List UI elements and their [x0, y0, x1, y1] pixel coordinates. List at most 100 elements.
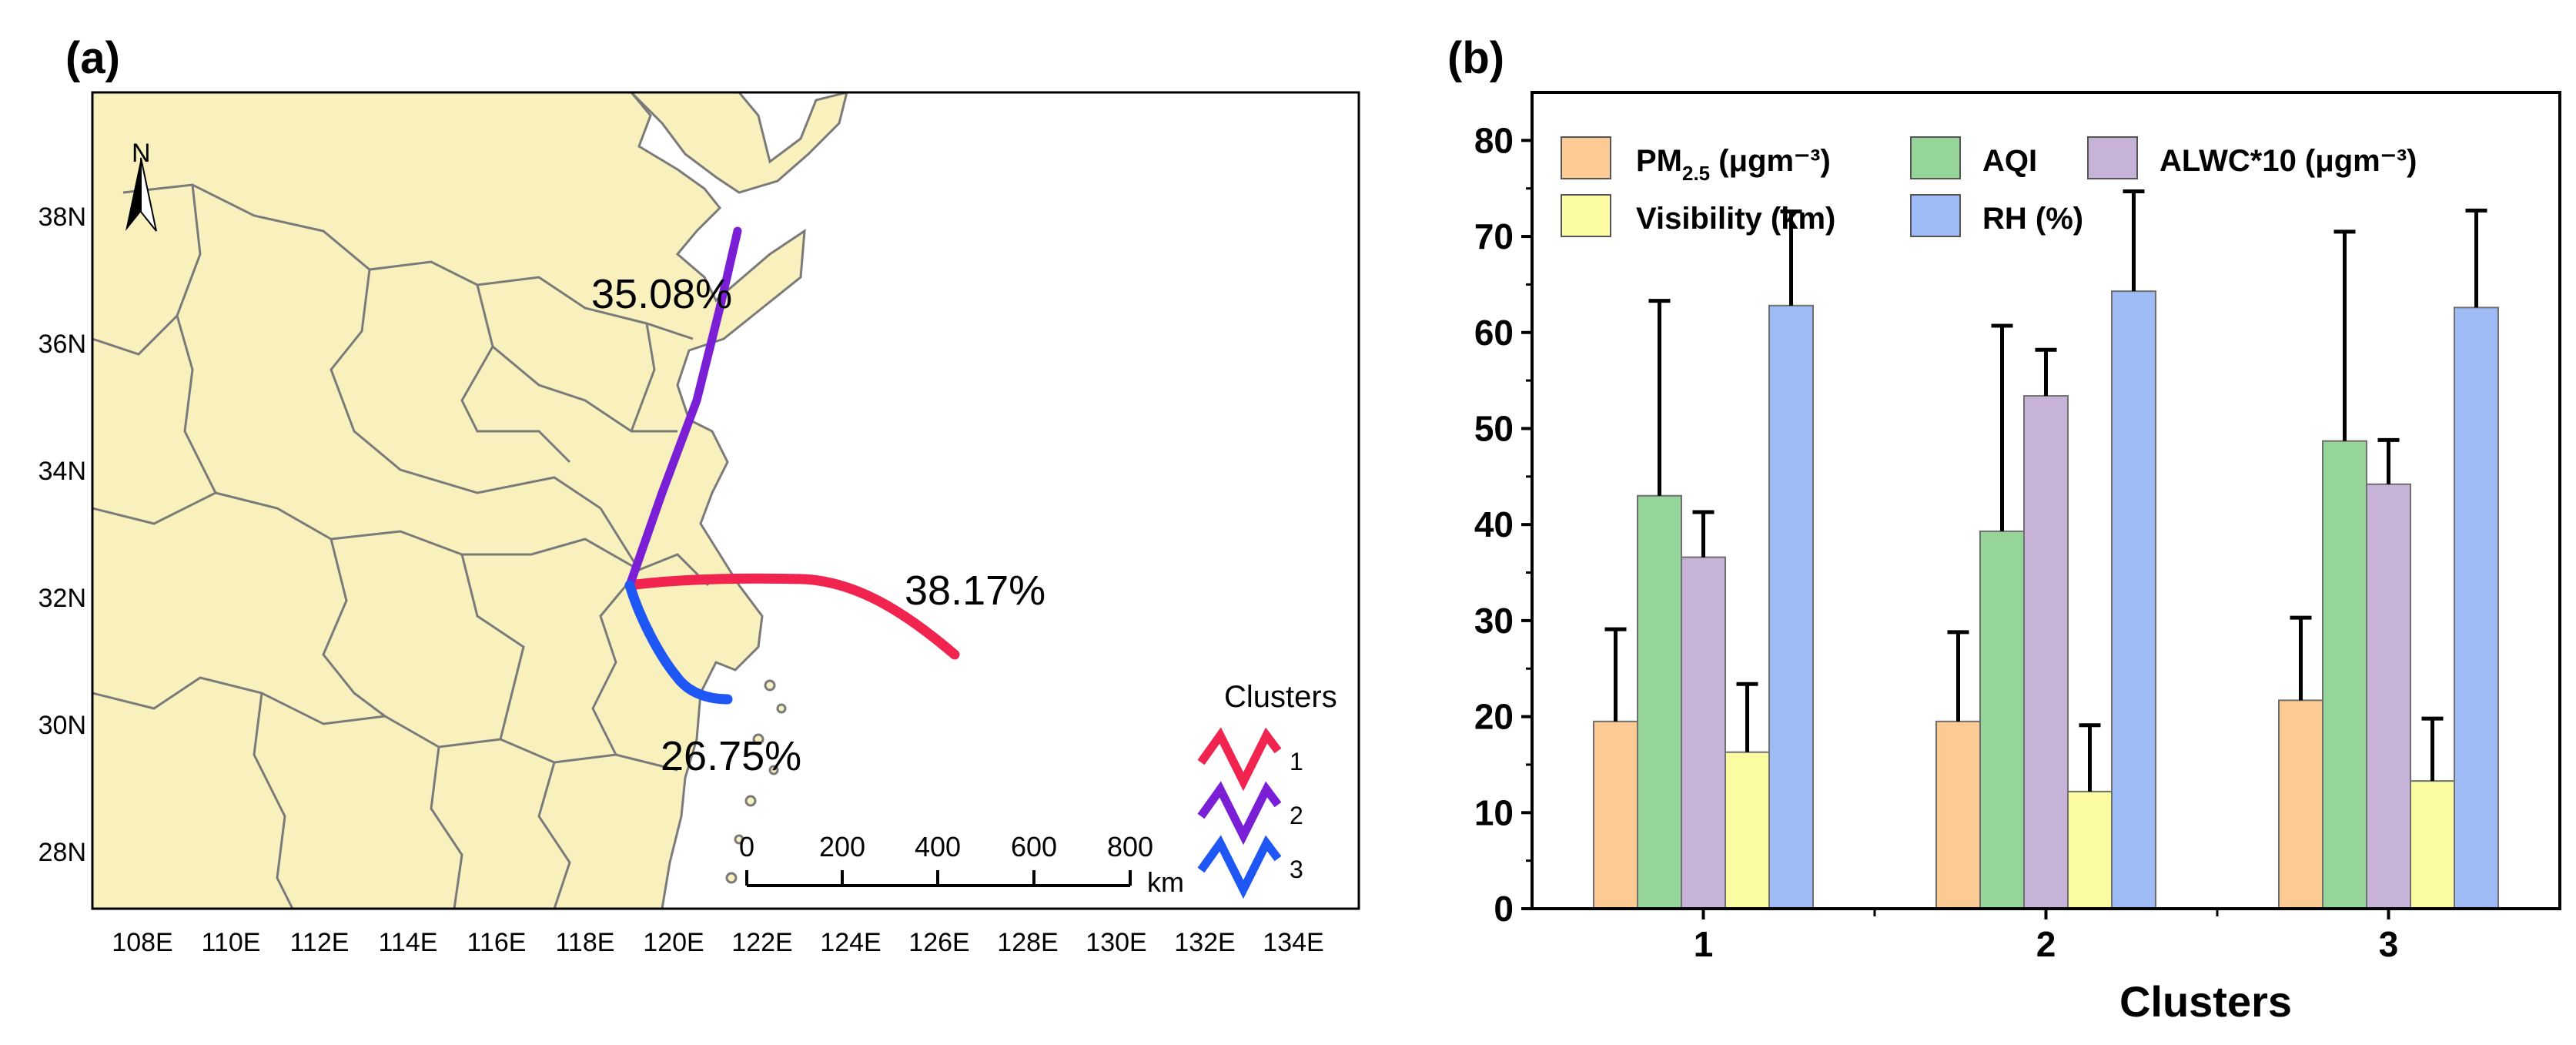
legend-label-aqi: AQI [1982, 144, 2037, 178]
scale-label: 800 [1107, 831, 1153, 862]
legend-line-3 [1197, 835, 1282, 899]
lon-label: 122E [731, 928, 792, 957]
north-label: N [132, 139, 151, 168]
y-tick-label: 70 [1474, 216, 1514, 256]
province-border [176, 184, 217, 494]
trajectory-cluster-3 [624, 580, 733, 705]
province-border [460, 554, 525, 740]
legend-label-1: 1 [1290, 748, 1303, 775]
legend-label-2: 2 [1290, 802, 1303, 829]
legend-swatch-pm25 [1561, 136, 1611, 179]
lat-label: 38N [38, 203, 86, 232]
x-tick-label-1: 1 [1694, 924, 1714, 964]
liaodong-land [629, 92, 848, 194]
province-border [92, 491, 640, 571]
lon-label: 128E [997, 928, 1058, 957]
legend-swatch-visibility [1561, 194, 1611, 237]
legend-line-2 [1197, 781, 1282, 846]
lat-label: 34N [38, 457, 86, 486]
map-panel-label: (a) [65, 33, 120, 83]
y-axis-labels: 0 10 20 30 40 50 60 70 80 [1474, 120, 1514, 929]
y-tick-label: 0 [1494, 889, 1514, 929]
trajectory-percent-1: 38.17% [905, 568, 1045, 614]
bars [1593, 290, 2499, 910]
error-bars [1604, 189, 2487, 792]
bar [2023, 395, 2069, 909]
y-tick-label: 50 [1474, 408, 1514, 448]
north-arrow-icon [125, 157, 157, 232]
legend-line-1 [1197, 727, 1282, 792]
y-tick-label: 10 [1474, 792, 1514, 832]
latitude-labels: 38N 36N 34N 32N 30N 28N [38, 203, 86, 867]
x-axis-title: Clusters [2119, 977, 2292, 1026]
lon-label: 134E [1263, 928, 1323, 957]
plot-frame [1531, 91, 2561, 910]
scale-label: 0 [739, 831, 754, 862]
map-frame [91, 91, 1360, 910]
province-border [537, 762, 571, 909]
bar [2111, 290, 2156, 909]
longitude-labels: 108E 110E 112E 114E 116E 118E 120E 122E … [112, 928, 1323, 957]
clusters-legend-title: Clusters [1224, 680, 1337, 714]
scale-label: 200 [819, 831, 865, 862]
x-axis-ticks [1701, 909, 2390, 919]
bar [1637, 494, 1682, 909]
lon-label: 124E [820, 928, 881, 957]
bar [2322, 440, 2367, 909]
trajectory-cluster-1 [624, 573, 960, 660]
legend-label-alwc: ALWC*10 (μgm⁻³) [2159, 144, 2417, 178]
bar [1593, 720, 1638, 910]
bar [1725, 751, 1770, 910]
lon-label: 120E [643, 928, 704, 957]
province-border [122, 183, 694, 340]
y-tick-label: 30 [1474, 601, 1514, 641]
legend-swatch-rh [1910, 194, 1961, 237]
chart-legend: PM2.5 (μgm⁻³) AQI ALWC*10 (μgm⁻³) Visibi… [1561, 136, 2417, 237]
legend-label-rh: RH (%) [1982, 202, 2083, 236]
bar [1979, 530, 2025, 909]
bar [1935, 720, 1981, 910]
lat-label: 30N [38, 711, 86, 740]
lon-label: 118E [556, 928, 615, 957]
province-border [92, 314, 179, 356]
legend-swatch-aqi [1910, 136, 1961, 179]
province-border [460, 346, 571, 464]
lon-label: 114E [379, 928, 438, 957]
lon-label: 110E [202, 928, 261, 957]
lat-label: 28N [38, 838, 86, 867]
bar [1681, 556, 1726, 909]
chart-panel-label: (b) [1447, 33, 1504, 83]
coastal-islands [725, 679, 787, 884]
y-tick-label: 60 [1474, 313, 1514, 353]
x-tick-label-2: 2 [2036, 924, 2056, 964]
scale-bar [745, 870, 1132, 887]
province-border [599, 507, 710, 587]
y-tick-label: 80 [1474, 120, 1514, 160]
lon-label: 112E [290, 928, 350, 957]
trajectory-percent-2: 35.08% [591, 271, 732, 317]
y-tick-label: 40 [1474, 504, 1514, 544]
bar [1768, 304, 1814, 909]
province-border [322, 538, 386, 718]
scale-label: 600 [1011, 831, 1057, 862]
province-border [253, 692, 294, 909]
legend-swatch-alwc [2087, 136, 2138, 179]
province-border [591, 569, 641, 755]
lon-label: 108E [112, 928, 172, 957]
map-panel: N 38N 36N 34N 32N 30N 28N 108E 110E 112E… [38, 91, 1360, 957]
scale-unit: km [1147, 866, 1184, 898]
lon-label: 116E [467, 928, 527, 957]
lon-label: 126E [908, 928, 969, 957]
lat-label: 32N [38, 584, 86, 613]
bar [2366, 483, 2411, 909]
legend-label-visibility: Visibility (km) [1636, 202, 1835, 236]
legend-label-3: 3 [1290, 856, 1303, 883]
x-tick-label-3: 3 [2379, 924, 2399, 964]
lon-label: 132E [1174, 928, 1235, 957]
bar [2278, 699, 2323, 909]
bar [2454, 306, 2499, 909]
bar-chart: 0 10 20 30 40 50 60 70 80 1 2 3 Clusters PM2.5 (… [1474, 91, 2561, 1026]
y-tick-label: 20 [1474, 697, 1514, 737]
province-border [430, 746, 463, 909]
